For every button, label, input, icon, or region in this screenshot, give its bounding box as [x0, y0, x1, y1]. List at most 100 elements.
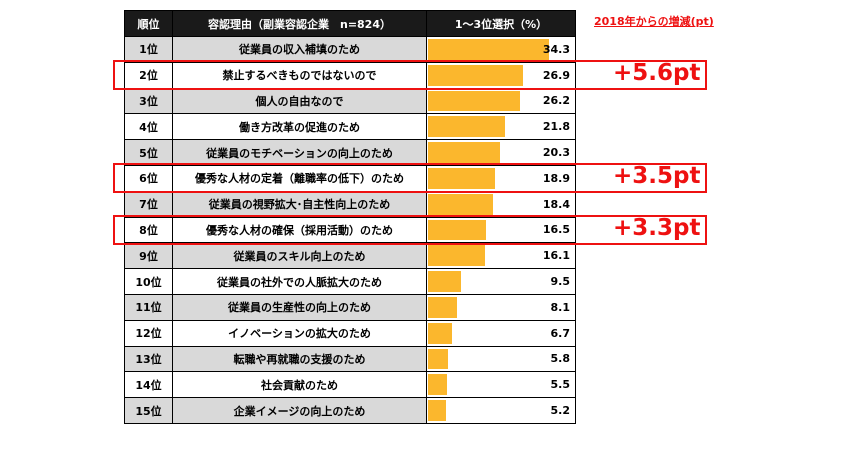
delta-label: +5.6pt: [613, 60, 701, 87]
value-label: 26.2: [542, 94, 570, 108]
bar: [428, 400, 447, 421]
rank-label: 3位: [124, 87, 173, 115]
bar: [428, 142, 500, 163]
table-row: 2位 禁止するべきものではないので 26.9: [124, 61, 576, 89]
bar: [428, 271, 462, 292]
value-label: 20.3: [542, 146, 570, 160]
value-label: 5.8: [550, 352, 571, 366]
table-row: 8位 優秀な人材の確保（採用活動）のため 16.5: [124, 216, 576, 244]
value-label: 18.4: [542, 197, 570, 211]
value-label: 16.5: [542, 223, 570, 237]
bar: [428, 296, 457, 318]
category-label: 禁止するべきものではないので: [172, 61, 427, 89]
table-row: 4位 働き方改革の促進のため 21.8: [124, 113, 576, 141]
bar: [428, 348, 449, 370]
bar-cell: 34.3: [426, 36, 576, 63]
bar: [428, 374, 448, 396]
table-body: 1位 従業員の収入補填のため 34.3 2位 禁止するべきものではないので 26.9 3位個…: [124, 36, 576, 424]
table-row: 15位 企業イメージの向上のため 5.2: [124, 397, 576, 424]
bar-cell: 26.2: [426, 87, 576, 115]
highlight-box: [112, 60, 707, 91]
table-row: 1位 従業員の収入補填のため 34.3: [124, 36, 576, 63]
bar-cell: 21.8: [426, 113, 576, 141]
rank-label: 7位: [124, 190, 173, 218]
rank-label: 9位: [124, 242, 173, 270]
rank-label: 10位: [124, 268, 173, 295]
category-label: 従業員の視野拡大･自主性向上のため: [172, 190, 427, 218]
category-label: 従業員のスキル向上のため: [172, 242, 427, 270]
bar: [428, 219, 487, 241]
delta-label: +3.3pt: [613, 214, 701, 241]
table-row: 3位 個人の自由なので 26.2: [124, 87, 576, 115]
value-label: 16.1: [542, 249, 570, 263]
bar-cell: 5.8: [426, 345, 576, 373]
category-label: 転職や再就職の支援のため: [172, 345, 427, 373]
bar-cell: 16.1: [426, 242, 576, 270]
bar: [428, 64, 523, 86]
bar: [428, 167, 495, 189]
bar: [428, 193, 493, 215]
highlight-box: [112, 215, 707, 245]
value-label: 5.2: [550, 404, 571, 418]
bar-cell: 9.5: [426, 268, 576, 295]
category-label: 優秀な人材の定着（離職率の低下）のため: [172, 164, 427, 192]
bar: [428, 245, 485, 267]
rank-label: 15位: [124, 397, 173, 424]
table-row: 7位 従業員の視野拡大･自主性向上のため 18.4: [124, 190, 576, 218]
category-label: 従業員の社外での人脈拡大のため: [172, 268, 427, 295]
rank-label: 1位: [124, 36, 173, 63]
value-label: 6.7: [550, 326, 571, 340]
header-rank: 順位: [124, 10, 173, 37]
category-label: 社会貢献のため: [172, 371, 427, 399]
table-row: 9位 従業員のスキル向上のため 16.1: [124, 242, 576, 270]
bar-cell: 16.5: [426, 216, 576, 244]
bar-cell: 18.9: [426, 164, 576, 192]
value-label: 5.5: [550, 378, 571, 392]
category-label: 働き方改革の促進のため: [172, 113, 427, 141]
bar-cell: 5.2: [426, 397, 576, 424]
category-label: イノベーションの拡大のため: [172, 319, 427, 347]
bar-cell: 5.5: [426, 371, 576, 399]
table-row: 6位 優秀な人材の定着（離職率の低下）のため 18.9: [124, 164, 576, 192]
category-label: 企業イメージの向上のため: [172, 397, 427, 424]
rank-label: 2位: [124, 61, 173, 89]
table-row: 11位 従業員の生産性の向上のため 8.1: [124, 293, 576, 321]
bar-cell: 6.7: [426, 319, 576, 347]
value-label: 34.3: [542, 42, 570, 56]
rank-label: 13位: [124, 345, 173, 373]
table-row: 10位 従業員の社外での人脈拡大のため 9.5: [124, 268, 576, 295]
value-label: 21.8: [542, 120, 570, 134]
bar: [428, 39, 549, 60]
change-title: 2018年からの増減(pt): [594, 15, 714, 28]
rank-label: 14位: [124, 371, 173, 399]
delta-label: +3.5pt: [613, 163, 701, 190]
category-label: 従業員の生産性の向上のため: [172, 293, 427, 321]
category-label: 個人の自由なので: [172, 87, 427, 115]
value-label: 8.1: [550, 300, 571, 314]
header-row: 順位 容認理由（副業容認企業 n=824） 1～3位選択（%）: [124, 10, 576, 37]
bar-cell: 20.3: [426, 139, 576, 166]
rank-label: 12位: [124, 319, 173, 347]
table-row: 14位 社会貢献のため 5.5: [124, 371, 576, 399]
table-row: 13位 転職や再就職の支援のため 5.8: [124, 345, 576, 373]
category-label: 従業員のモチベーションの向上のため: [172, 139, 427, 166]
category-label: 従業員の収入補填のため: [172, 36, 427, 63]
ranking-table: 順位 容認理由（副業容認企業 n=824） 1～3位選択（%） 1位 従業員の収入…: [124, 10, 576, 424]
header-reason: 容認理由（副業容認企業 n=824）: [172, 10, 427, 37]
bar: [428, 90, 521, 112]
table-row: 12位 イノベーションの拡大のため 6.7: [124, 319, 576, 347]
table-row: 5位 従業員のモチベーションの向上のため 20.3: [124, 139, 576, 166]
bar-cell: 8.1: [426, 293, 576, 321]
bar-cell: 26.9: [426, 61, 576, 89]
rank-label: 5位: [124, 139, 173, 166]
highlight-box: [112, 163, 707, 194]
rank-label: 11位: [124, 293, 173, 321]
value-label: 9.5: [550, 275, 571, 289]
header-value: 1～3位選択（%）: [426, 10, 576, 37]
bar-cell: 18.4: [426, 190, 576, 218]
rank-label: 4位: [124, 113, 173, 141]
bar: [428, 116, 505, 138]
bar: [428, 322, 452, 344]
value-label: 26.9: [542, 68, 570, 82]
rank-label: 8位: [124, 216, 173, 244]
